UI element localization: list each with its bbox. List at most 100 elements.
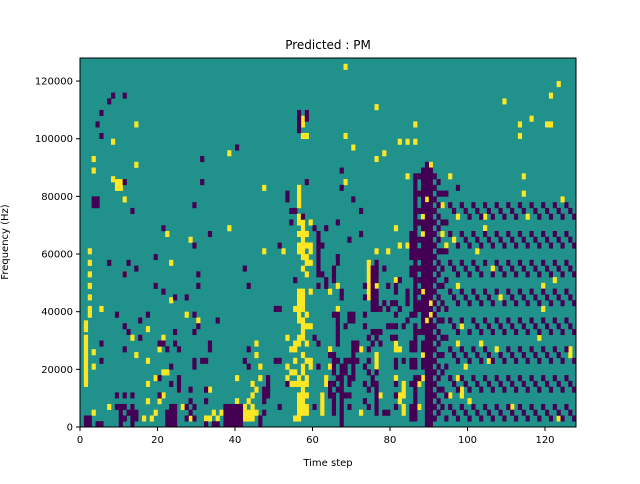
- heatmap-cell-low: [165, 409, 170, 416]
- heatmap-cell-high: [145, 326, 151, 333]
- heatmap-cell-high: [83, 320, 89, 327]
- heatmap-cell-low: [467, 357, 472, 364]
- heatmap-cell-high: [401, 403, 406, 411]
- heatmap-cell-high: [118, 179, 123, 186]
- heatmap-cell-low: [432, 357, 437, 364]
- heatmap-cell-low: [421, 184, 426, 191]
- heatmap-cell-low: [374, 398, 379, 405]
- heatmap-cell-high: [293, 369, 298, 376]
- heatmap-cell-low: [432, 323, 437, 330]
- heatmap-cell-low: [545, 207, 550, 214]
- heatmap-cell-low: [355, 357, 360, 364]
- heatmap-cell-low: [297, 109, 302, 116]
- heatmap-cell-low: [572, 213, 577, 220]
- heatmap-cell-low: [421, 254, 426, 261]
- heatmap-cell-low: [533, 409, 538, 416]
- heatmap-cell-high: [494, 346, 499, 353]
- heatmap-cell-low: [448, 346, 453, 353]
- heatmap-cell-low: [421, 271, 426, 278]
- heatmap-cell-low: [409, 265, 414, 272]
- heatmap-cell-low: [432, 242, 437, 249]
- heatmap-cell-low: [428, 202, 433, 209]
- heatmap-cell-high: [297, 380, 302, 387]
- heatmap-cell-low: [409, 271, 414, 278]
- heatmap-cell-low: [165, 421, 170, 428]
- heatmap-cell-low: [452, 323, 457, 330]
- heatmap-cell-low: [564, 259, 569, 266]
- heatmap-cell-low: [421, 219, 426, 226]
- heatmap-cell-high: [335, 305, 340, 312]
- heatmap-cell-low: [320, 271, 325, 278]
- heatmap-cell-low: [494, 317, 499, 324]
- heatmap-cell-high: [304, 392, 309, 399]
- heatmap-cell-low: [541, 346, 546, 353]
- heatmap-cell-low: [448, 375, 453, 382]
- heatmap-cell-low: [390, 334, 395, 341]
- heatmap-cell-low: [188, 398, 193, 405]
- heatmap-cell-low: [409, 248, 414, 255]
- heatmap-cell-low: [424, 242, 430, 249]
- heatmap-cell-low: [413, 363, 418, 370]
- heatmap-cell-low: [300, 213, 306, 220]
- heatmap-cell-low: [428, 421, 433, 428]
- heatmap-cell-low: [440, 369, 445, 376]
- heatmap-cell-low: [204, 421, 209, 428]
- heatmap-cell-high: [424, 196, 430, 203]
- heatmap-cell-low: [192, 311, 197, 318]
- heatmap-cell-low: [432, 254, 437, 261]
- heatmap-cell-high: [293, 346, 298, 353]
- heatmap-cell-low: [370, 380, 375, 387]
- heatmap-cell-low: [107, 98, 112, 105]
- heatmap-cell-low: [339, 294, 344, 301]
- heatmap-cell-low: [184, 415, 189, 422]
- heatmap-cell-low: [424, 380, 430, 387]
- heatmap-cell-low: [471, 259, 476, 266]
- heatmap-cell-high: [153, 375, 158, 382]
- heatmap-cell-low: [432, 265, 437, 272]
- heatmap-cell-low: [161, 288, 166, 295]
- heatmap-cell-low: [448, 317, 453, 324]
- heatmap-cell-low: [215, 421, 220, 428]
- heatmap-cell-low: [374, 300, 379, 307]
- heatmap-cell-high: [130, 334, 135, 341]
- y-tick-label: 80000: [41, 192, 73, 203]
- heatmap-cell-low: [452, 265, 457, 272]
- heatmap-cell-low: [432, 196, 437, 203]
- heatmap-cell-low: [545, 380, 550, 387]
- y-tick-label: 20000: [41, 365, 73, 376]
- heatmap-cell-low: [424, 352, 430, 359]
- heatmap-cell-low: [459, 346, 464, 353]
- heatmap-cell-low: [227, 409, 232, 416]
- heatmap-cell-low: [421, 323, 426, 330]
- heatmap-cell-low: [436, 225, 441, 232]
- heatmap-cell-high: [568, 352, 573, 359]
- heatmap-cell-low: [277, 403, 282, 411]
- heatmap-cell-low: [316, 242, 321, 249]
- heatmap-cell-low: [413, 265, 418, 272]
- heatmap-cell-high: [300, 317, 306, 324]
- heatmap-cell-low: [413, 340, 418, 347]
- heatmap-cell-low: [413, 242, 418, 249]
- heatmap-cell-high: [320, 403, 325, 411]
- heatmap-cell-low: [417, 300, 422, 307]
- heatmap-cell-low: [444, 190, 449, 197]
- heatmap-cell-low: [436, 271, 441, 278]
- heatmap-cell-high: [285, 363, 290, 370]
- heatmap-cell-low: [490, 213, 495, 220]
- heatmap-cell-high: [308, 357, 313, 364]
- heatmap-cell-low: [568, 323, 573, 330]
- heatmap-cell-low: [475, 409, 480, 416]
- heatmap-cell-low: [393, 300, 399, 307]
- heatmap-cell-high: [486, 357, 492, 364]
- heatmap-cell-low: [448, 202, 453, 209]
- heatmap-cell-low: [118, 403, 123, 411]
- heatmap-cell-low: [374, 259, 379, 266]
- heatmap-cell-low: [173, 340, 178, 347]
- heatmap-cell-high: [285, 375, 290, 382]
- heatmap-cell-high: [413, 121, 418, 128]
- heatmap-cell-high: [91, 167, 96, 174]
- heatmap-cell-low: [455, 242, 461, 249]
- heatmap-cell-low: [421, 225, 426, 232]
- heatmap-cell-low: [545, 294, 550, 301]
